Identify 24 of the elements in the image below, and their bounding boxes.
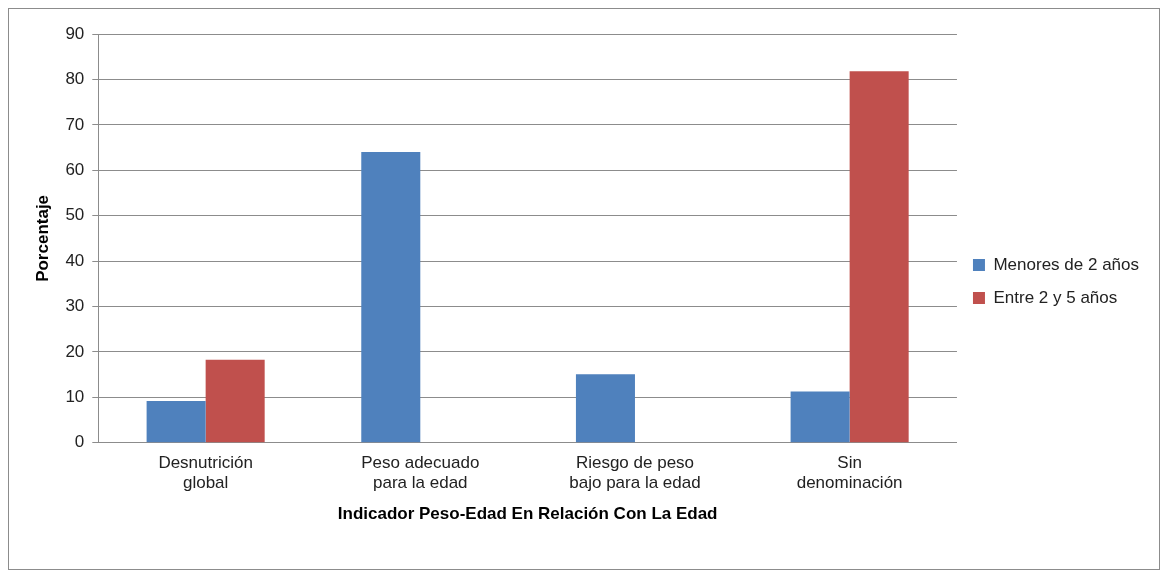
x-tick-label: Desnutrición global bbox=[158, 452, 253, 493]
x-tick-label: Sin denominación bbox=[796, 452, 903, 493]
y-tick-label: 70 bbox=[65, 114, 85, 134]
legend-label: Entre 2 y 5 años bbox=[993, 287, 1118, 307]
bar bbox=[205, 359, 265, 443]
x-tick-label: Peso adecuado para la edad bbox=[361, 452, 480, 493]
y-tick-label: 30 bbox=[65, 296, 85, 316]
y-tick-label: 60 bbox=[65, 159, 85, 179]
bar bbox=[361, 152, 421, 443]
bar bbox=[849, 71, 909, 443]
y-tick-label: 50 bbox=[65, 205, 85, 225]
x-axis-title: Indicador Peso-Edad En Relación Con La Edad bbox=[337, 504, 718, 524]
y-tick-label: 20 bbox=[65, 341, 85, 361]
y-tick-label: 90 bbox=[65, 23, 85, 43]
y-tick-label: 40 bbox=[65, 250, 85, 270]
y-tick-label: 10 bbox=[65, 387, 85, 407]
y-tick-label: 0 bbox=[74, 432, 85, 452]
x-tick-label: Riesgo de peso bajo para la edad bbox=[569, 452, 701, 493]
bar bbox=[575, 374, 635, 443]
bar bbox=[790, 391, 850, 443]
y-axis-title: Porcentaje bbox=[32, 194, 52, 282]
bar bbox=[146, 401, 206, 443]
y-tick-label: 80 bbox=[65, 69, 85, 89]
legend-label: Menores de 2 años bbox=[993, 254, 1140, 274]
